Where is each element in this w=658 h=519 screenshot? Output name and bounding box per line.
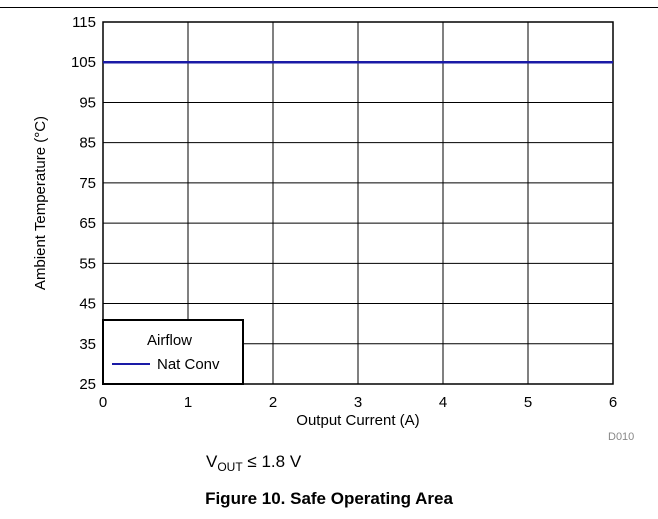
y-tick-label: 115 (72, 14, 96, 31)
x-tick-labels: 0 1 2 3 4 5 6 (99, 394, 617, 411)
condition-prefix: V (206, 452, 218, 471)
legend-title: Airflow (147, 332, 192, 349)
y-tick-label: 45 (79, 296, 96, 313)
legend: Airflow Nat Conv (102, 319, 244, 385)
x-tick-label: 6 (609, 394, 617, 411)
y-tick-label: 95 (79, 94, 96, 111)
y-tick-label: 35 (79, 336, 96, 353)
x-tick-label: 4 (439, 394, 447, 411)
x-tick-label: 1 (184, 394, 192, 411)
output-voltage-condition: VOUT ≤ 1.8 V (206, 452, 301, 474)
figure-caption: Figure 10. Safe Operating Area (205, 489, 453, 508)
y-tick-label: 85 (79, 135, 96, 152)
x-tick-label: 5 (524, 394, 532, 411)
y-axis-label: Ambient Temperature (°C) (32, 116, 49, 290)
condition-suffix: ≤ 1.8 V (242, 452, 302, 471)
x-tick-label: 2 (269, 394, 277, 411)
y-tick-label: 55 (79, 255, 96, 272)
x-tick-label: 0 (99, 394, 107, 411)
y-tick-label: 25 (79, 376, 96, 393)
plot-frame (102, 21, 614, 385)
y-tick-label: 105 (71, 54, 96, 71)
legend-box (102, 319, 244, 385)
y-tick-label: 75 (79, 175, 96, 192)
y-tick-labels: 25 35 45 55 65 75 85 95 105 115 (71, 14, 96, 393)
x-tick-label: 3 (354, 394, 362, 411)
chart-id: D010 (608, 431, 635, 443)
y-tick-label: 65 (79, 215, 96, 232)
legend-label-nat-conv: Nat Conv (157, 356, 220, 373)
condition-subscript: OUT (217, 460, 243, 474)
top-rule (0, 7, 658, 8)
x-axis-label: Output Current (A) (296, 412, 419, 429)
